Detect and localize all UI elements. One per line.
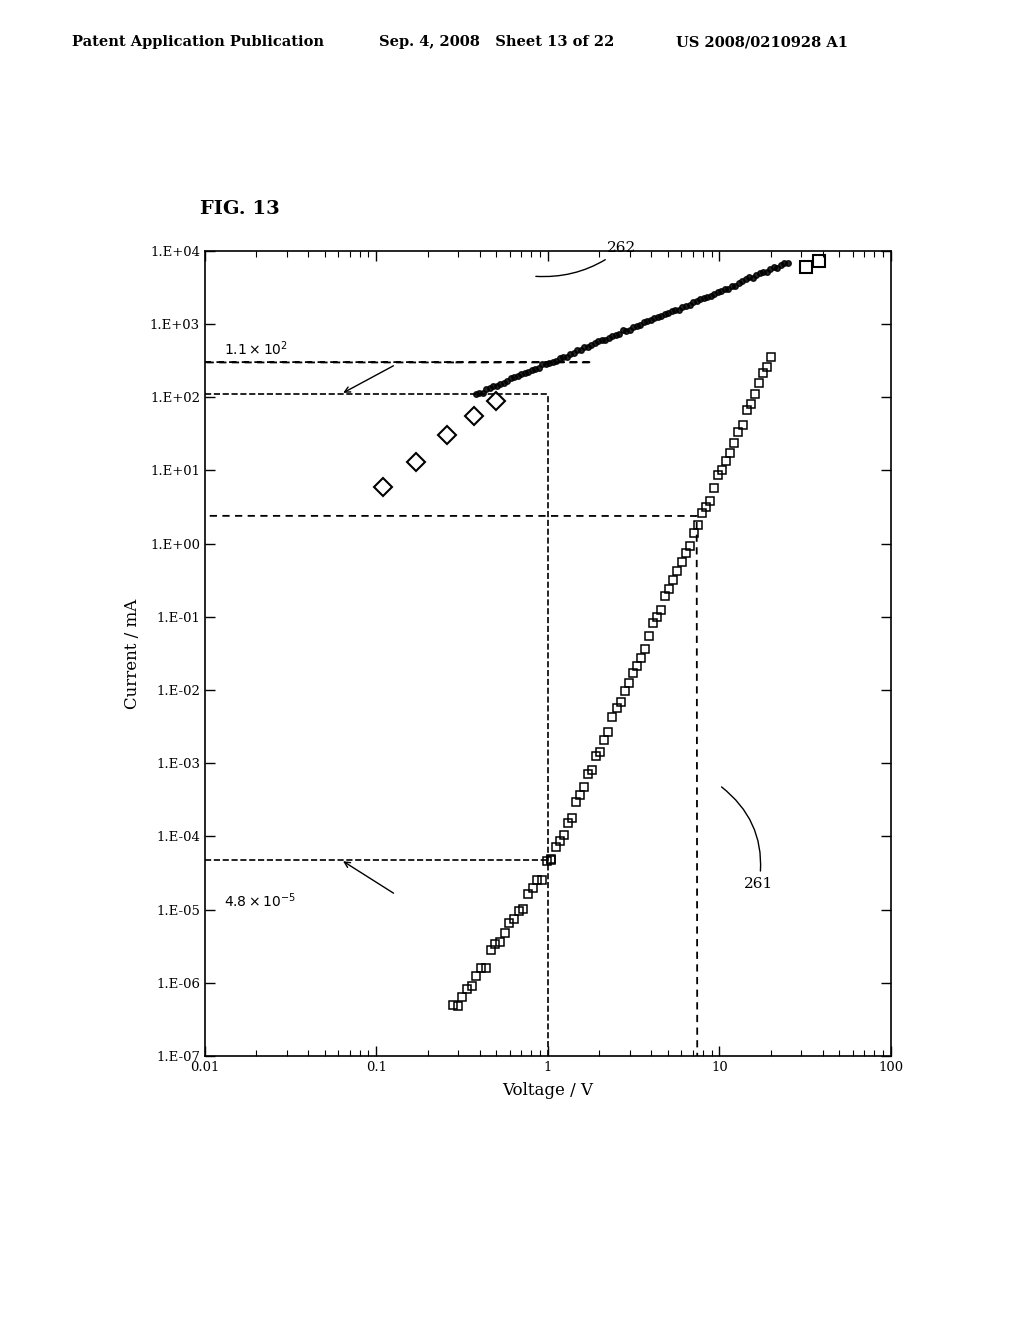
Y-axis label: Current / mA: Current / mA <box>125 598 141 709</box>
Text: 262: 262 <box>536 242 636 277</box>
Text: $1.1 \times 10^{2}$: $1.1 \times 10^{2}$ <box>224 339 289 358</box>
Text: US 2008/0210928 A1: US 2008/0210928 A1 <box>676 36 848 49</box>
Text: FIG. 13: FIG. 13 <box>200 199 280 218</box>
Text: Patent Application Publication: Patent Application Publication <box>72 36 324 49</box>
Text: Sep. 4, 2008   Sheet 13 of 22: Sep. 4, 2008 Sheet 13 of 22 <box>379 36 614 49</box>
Text: 261: 261 <box>722 787 774 891</box>
X-axis label: Voltage / V: Voltage / V <box>503 1082 593 1100</box>
Text: $4.8 \times 10^{-5}$: $4.8 \times 10^{-5}$ <box>224 891 296 909</box>
